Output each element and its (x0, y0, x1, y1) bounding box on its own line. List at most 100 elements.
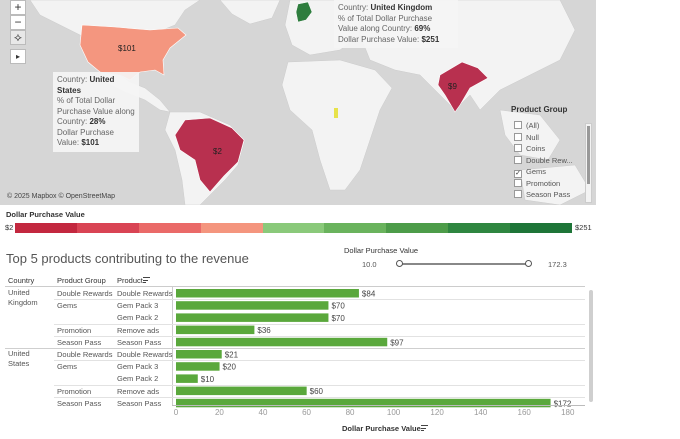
legend-swatch (200, 223, 263, 233)
bar-value-label: $10 (201, 375, 215, 384)
country-cell[interactable]: United Kingdom (8, 288, 38, 307)
bar-value-label: $60 (310, 387, 324, 396)
map-label-india: $9 (448, 82, 457, 91)
color-legend (15, 223, 573, 233)
bar-value-label: $172 (554, 399, 572, 408)
country-united-kingdom (295, 1, 313, 23)
bar[interactable] (176, 374, 198, 383)
bar-value-label: $97 (390, 338, 404, 347)
map-label-brazil: $2 (213, 147, 222, 156)
tooltip-country: United States (57, 75, 115, 95)
bar[interactable] (176, 386, 307, 396)
checkbox-checked-icon[interactable]: ✓ (514, 170, 522, 178)
filter-item[interactable]: Promotion (514, 178, 560, 189)
sort-icon[interactable] (143, 277, 150, 283)
checkbox-icon[interactable] (514, 132, 522, 141)
filter-item[interactable]: Null (514, 132, 539, 143)
map-attribution[interactable]: © 2025 Mapbox © OpenStreetMap (7, 193, 115, 200)
country-cell[interactable]: United States (8, 349, 30, 368)
filter-item[interactable]: Season Pass (514, 190, 570, 200)
zoom-out-button[interactable]: − (10, 15, 26, 30)
product-cell[interactable]: Remove ads (117, 325, 160, 335)
header-country[interactable]: Country (8, 276, 35, 285)
country-united-states (79, 24, 187, 81)
product-group-cell[interactable]: Promotion (57, 386, 92, 396)
product-group-cell[interactable]: Double Rewards (57, 350, 113, 359)
product-group-cell[interactable]: Season Pass (57, 337, 102, 347)
bar[interactable] (176, 362, 220, 371)
legend-swatch (76, 223, 139, 233)
plus-icon: + (14, 0, 22, 14)
product-group-cell[interactable]: Gems (57, 301, 78, 311)
bar-value-label: $36 (257, 326, 271, 335)
bar[interactable] (176, 289, 359, 298)
zoom-in-button[interactable]: + (10, 0, 26, 15)
bar-value-label: $70 (331, 314, 345, 323)
x-tick-label: 0 (173, 408, 179, 417)
axis-divider (172, 286, 173, 406)
filter-item-label: Gems (526, 167, 547, 176)
product-cell[interactable]: Season Pass (117, 337, 162, 347)
legend-max: $251 (575, 223, 592, 232)
tooltip-united-states: Country: United States % of Total Dollar… (53, 72, 139, 152)
bar[interactable] (176, 398, 551, 408)
pan-tool-button[interactable]: ⟡ (10, 30, 26, 45)
product-group-cell[interactable]: Season Pass (57, 398, 102, 408)
product-cell[interactable]: Gem Pack 3 (117, 301, 159, 311)
product-cell[interactable]: Double Rewards (117, 350, 173, 359)
legend-min: $2 (5, 223, 14, 232)
product-cell[interactable]: Gem Pack 3 (117, 362, 159, 372)
tooltip-country: United Kingdom (370, 3, 433, 12)
product-cell[interactable]: Gem Pack 2 (117, 313, 159, 323)
expand-toolbar-button[interactable]: ▸ (10, 49, 26, 64)
product-cell[interactable]: Remove ads (117, 386, 160, 396)
bar[interactable] (176, 313, 329, 322)
checkbox-icon[interactable] (514, 190, 522, 198)
group-divider (54, 360, 585, 362)
product-cell[interactable]: Season Pass (117, 398, 162, 408)
filter-item[interactable]: ✓ Gems (514, 167, 547, 178)
slider-max-handle[interactable] (525, 260, 532, 267)
tooltip-value: $101 (81, 138, 100, 147)
slider-min-handle[interactable] (396, 260, 403, 267)
range-slider-track[interactable] (399, 263, 529, 265)
product-group-cell[interactable]: Double Rewards (57, 289, 113, 298)
legend-swatch (138, 223, 201, 233)
bar[interactable] (176, 337, 388, 347)
filter-item[interactable]: Double Rew... (514, 155, 573, 166)
filter-item-label: Double Rew... (526, 155, 573, 165)
sort-icon[interactable] (421, 425, 428, 431)
checkbox-icon[interactable] (514, 155, 522, 164)
group-divider (54, 335, 585, 337)
chart-scrollbar[interactable] (589, 290, 593, 402)
filter-item[interactable]: (All) (514, 121, 539, 131)
map-view[interactable]: $101 $2 $9 + − ⟡ ▸ Country: United State… (0, 0, 596, 205)
product-group-cell[interactable]: Gems (57, 362, 78, 372)
tooltip-pct: 69% (414, 24, 431, 33)
filter-scrollbar[interactable] (585, 123, 592, 203)
checkbox-icon[interactable] (514, 144, 522, 152)
slider-title: Dollar Purchase Value (344, 246, 419, 255)
pan-icon: ⟡ (14, 30, 22, 44)
product-group-cell[interactable]: Promotion (57, 325, 92, 335)
legend-swatch (510, 223, 573, 233)
bar[interactable] (176, 325, 255, 335)
header-product-group[interactable]: Product Group (57, 276, 106, 285)
group-divider (54, 323, 585, 325)
x-axis-label[interactable]: Dollar Purchase Value (342, 424, 421, 433)
bar[interactable] (176, 350, 222, 359)
filter-scroll-thumb[interactable] (587, 126, 590, 184)
filter-item-label: Coins (526, 144, 546, 153)
bar[interactable] (176, 301, 329, 310)
checkbox-icon[interactable] (514, 121, 522, 129)
legend-swatch (15, 223, 77, 233)
bar-value-label: $21 (225, 351, 239, 360)
x-tick-label: 80 (345, 408, 355, 417)
product-cell[interactable]: Double Rewards (117, 289, 173, 298)
filter-item[interactable]: Coins (514, 144, 545, 154)
x-tick-label: 20 (214, 408, 224, 417)
product-cell[interactable]: Gem Pack 2 (117, 374, 159, 384)
header-product[interactable]: Product (117, 276, 143, 285)
filter-item-label: Season Pass (526, 190, 571, 199)
checkbox-icon[interactable] (514, 178, 522, 187)
